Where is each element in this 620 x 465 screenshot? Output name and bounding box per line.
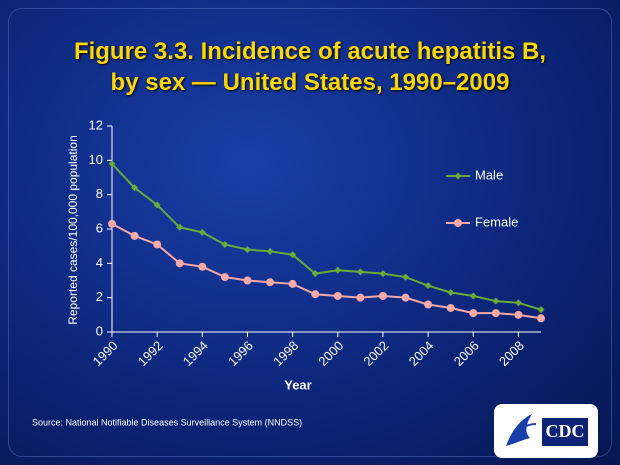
x-tick-label: 1994 — [180, 338, 211, 369]
point — [243, 276, 252, 285]
y-tick-label: 12 — [89, 117, 103, 132]
point — [492, 297, 500, 305]
logo-eagle — [513, 423, 537, 437]
point — [491, 309, 500, 318]
point — [130, 231, 139, 240]
point — [131, 184, 139, 192]
point — [402, 273, 410, 281]
panel — [8, 8, 612, 457]
point — [198, 262, 207, 271]
legend-label: Female — [475, 214, 518, 229]
point — [243, 246, 251, 254]
x-tick-label: 1996 — [225, 338, 256, 369]
x-tick-label: 2002 — [360, 338, 391, 369]
point — [446, 303, 455, 312]
point — [514, 299, 522, 307]
point — [108, 160, 116, 168]
point — [175, 259, 184, 268]
point — [537, 306, 545, 314]
point — [356, 293, 365, 302]
point — [537, 314, 545, 323]
x-tick-label: 1990 — [89, 338, 120, 369]
point — [153, 201, 161, 209]
point — [333, 291, 342, 300]
point — [289, 251, 297, 259]
point — [153, 240, 162, 249]
chart-title: Figure 3.3. Incidence of acute hepatitis… — [73, 38, 547, 65]
x-tick-label: 1992 — [135, 338, 166, 369]
point — [266, 247, 274, 255]
x-tick-label: 2004 — [406, 338, 437, 369]
point — [401, 293, 410, 302]
point — [469, 309, 478, 318]
point — [176, 223, 184, 231]
x-axis-label: Year — [284, 377, 311, 392]
y-tick-label: 4 — [96, 255, 103, 270]
point — [447, 289, 455, 297]
x-tick-label: 2000 — [315, 338, 346, 369]
y-tick-label: 2 — [96, 289, 103, 304]
logo-cdc-box — [542, 418, 588, 446]
point — [424, 282, 432, 290]
legend-label: Male — [475, 167, 503, 182]
y-axis-label: Reported cases/100,000 population — [66, 135, 80, 324]
source: Source: National Notifiable Diseases Sur… — [32, 417, 302, 427]
point — [311, 290, 320, 299]
y-tick-label: 0 — [96, 323, 103, 338]
point — [220, 273, 229, 282]
series-line — [111, 163, 542, 311]
y-tick-label: 6 — [96, 220, 103, 235]
x-tick-label: 2006 — [451, 338, 482, 369]
x-tick-label: 2008 — [496, 338, 527, 369]
logo: CDC — [494, 404, 598, 458]
point — [469, 292, 477, 300]
legend-marker — [454, 172, 462, 180]
point — [378, 291, 387, 300]
point — [266, 278, 275, 287]
point — [108, 219, 116, 228]
point — [198, 228, 206, 236]
chart-title: by sex — United States, 1990–2009 — [110, 69, 510, 96]
point — [379, 270, 387, 278]
point — [356, 268, 364, 276]
point — [424, 300, 433, 309]
point — [288, 279, 297, 288]
logo-text: CDC — [546, 421, 585, 441]
legend-marker — [454, 219, 462, 227]
point — [221, 240, 229, 248]
y-tick-label: 10 — [89, 152, 103, 167]
point — [514, 310, 523, 319]
point — [334, 266, 342, 274]
point — [311, 270, 319, 278]
y-tick-label: 8 — [96, 186, 103, 201]
x-tick-label: 1998 — [270, 338, 301, 369]
